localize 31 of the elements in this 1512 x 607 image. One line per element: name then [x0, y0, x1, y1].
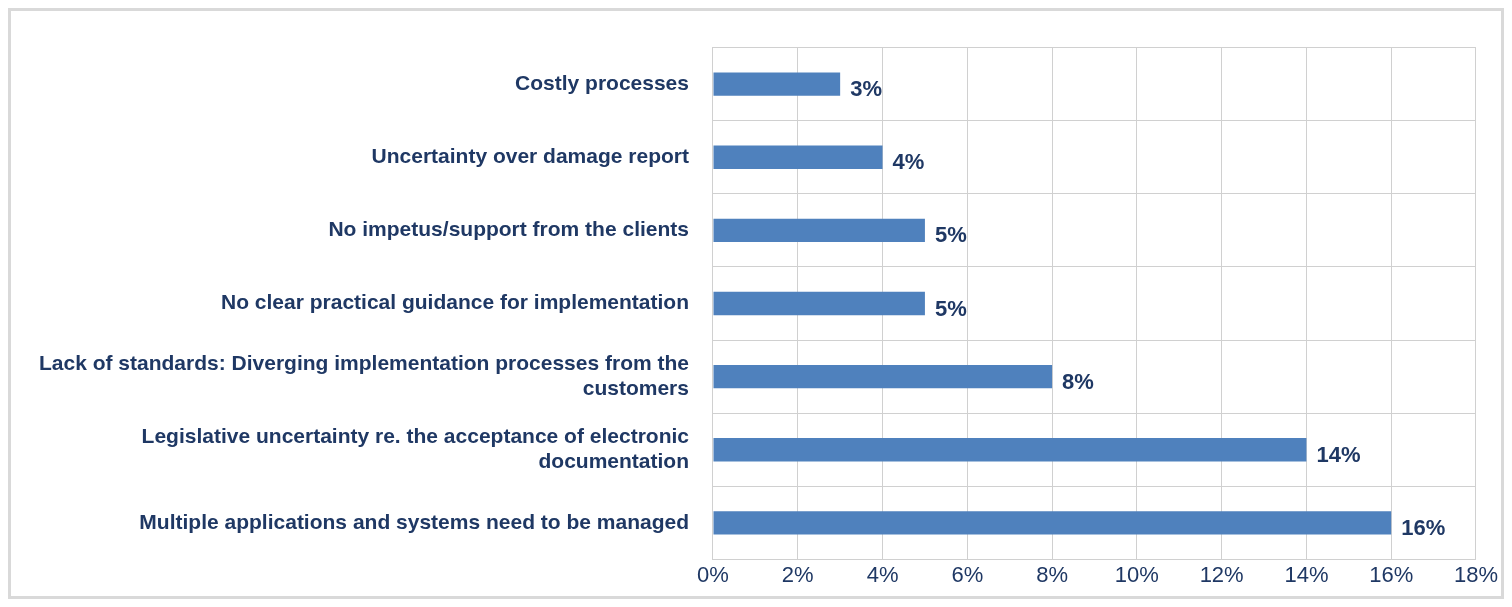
y-tick-label: Uncertainty over damage report — [371, 144, 689, 168]
x-tick-label: 12% — [1199, 561, 1244, 587]
data-label: 5% — [934, 222, 967, 248]
bar — [713, 145, 883, 169]
x-tick-label: 2% — [781, 561, 814, 587]
y-tick-label: No clear practical guidance for implementation — [221, 290, 689, 314]
x-tick-label: 18% — [1453, 561, 1499, 587]
bar — [713, 511, 1392, 535]
x-tick-label: 0% — [697, 561, 729, 587]
data-label: 16% — [1401, 514, 1446, 540]
y-tick-label: Costly processes — [515, 70, 689, 94]
x-tick-label: 10% — [1114, 561, 1159, 587]
data-label: 4% — [892, 149, 925, 175]
data-label: 5% — [934, 295, 967, 321]
x-tick-label: 4% — [866, 561, 899, 587]
y-tick-label: No impetus/support from the clients — [328, 217, 689, 241]
y-tick-label: Legislative uncertainty re. the acceptance of electronic documentation — [141, 423, 690, 473]
data-label: 14% — [1316, 441, 1361, 467]
y-tick-label: Lack of standards: Diverging implementation processes from the customers — [38, 350, 689, 400]
bar — [713, 364, 1053, 389]
x-tick-label: 16% — [1369, 561, 1414, 587]
bar — [713, 438, 1307, 462]
bar — [713, 72, 841, 96]
bar — [713, 218, 925, 243]
y-tick-label: Multiple applications and systems need to be managed — [139, 509, 689, 533]
bar — [713, 291, 925, 316]
x-tick-label: 14% — [1284, 561, 1329, 587]
x-tick-label: 6% — [951, 561, 984, 587]
x-tick-label: 8% — [1036, 561, 1068, 587]
data-label: 3% — [850, 76, 882, 102]
data-label: 8% — [1062, 368, 1094, 394]
